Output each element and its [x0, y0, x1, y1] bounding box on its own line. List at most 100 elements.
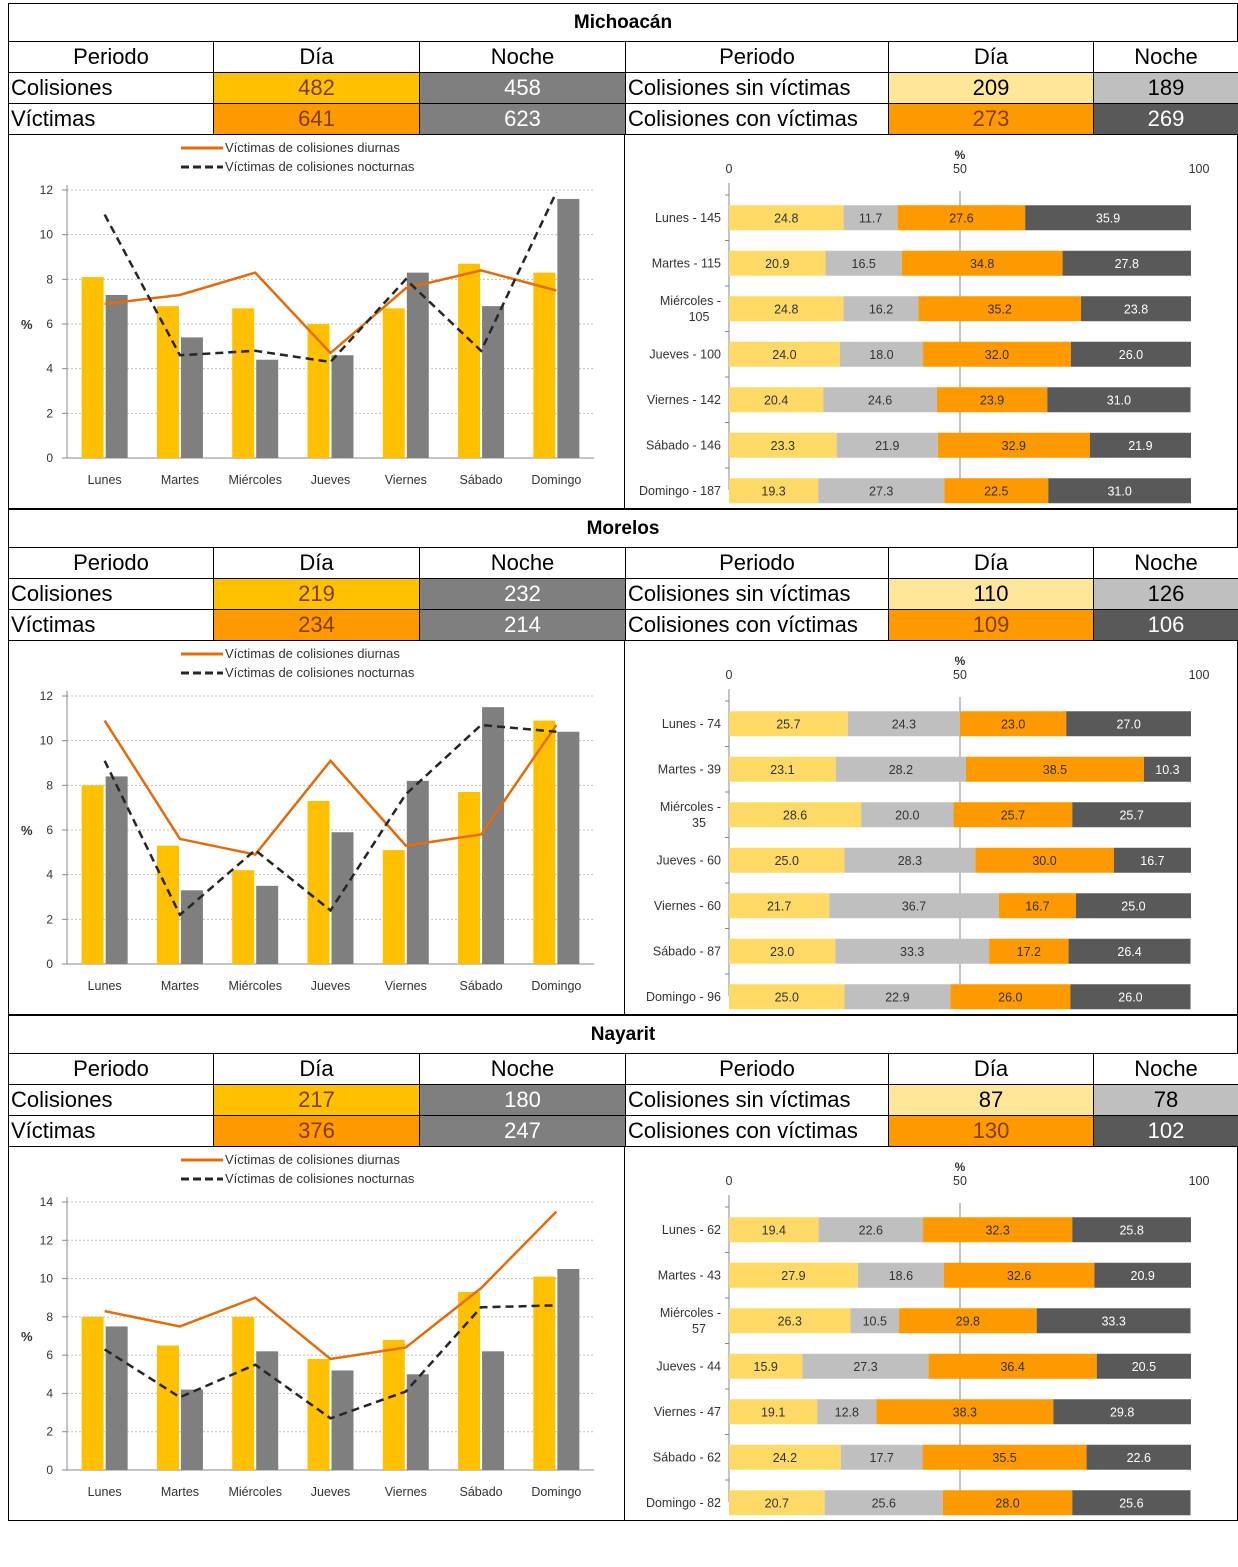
category-label: Martes - 39 [658, 762, 721, 776]
charts-row: Víctimas de colisiones diurnas Víctimas d… [8, 641, 1238, 1015]
segment-con-victimas-dia [928, 1353, 1097, 1379]
segment-value-label: 20.0 [895, 808, 919, 822]
x-tick-label: Martes [161, 979, 199, 993]
segment-con-victimas-dia [923, 341, 1071, 367]
segment-value-label: 24.0 [772, 348, 796, 362]
segment-sin-victimas-dia [729, 1308, 851, 1334]
segment-con-victimas-noche [1072, 1490, 1191, 1516]
segment-con-victimas-noche [1053, 1399, 1191, 1425]
table-row: Colisiones 219 232 Colisiones sin víctimas 1… [8, 578, 1238, 610]
x-tick-label: Martes [161, 473, 199, 487]
column-header: Día [213, 547, 420, 579]
table-cell: 209 [888, 72, 1094, 104]
segment-con-victimas-dia [918, 296, 1082, 322]
bar-noche [180, 1389, 203, 1470]
segment-value-label: 26.4 [1117, 945, 1141, 959]
category-label: Viernes - 142 [647, 393, 721, 407]
x-tick-label: 100 [1189, 162, 1210, 176]
table-cell: 189 [1093, 72, 1238, 104]
column-header: Periodo [8, 41, 214, 73]
segment-sin-victimas-dia [729, 1353, 803, 1379]
stats-table: Periodo Día Noche Periodo Día Noche Colisiones… [8, 41, 1238, 135]
bar-dia [156, 845, 179, 964]
x-tick-label: Lunes [88, 979, 122, 993]
segment-con-victimas-dia [966, 756, 1144, 782]
segment-con-victimas-noche [1047, 387, 1191, 413]
segment-value-label: 28.0 [995, 1496, 1019, 1510]
segment-value-label: 28.6 [783, 808, 807, 822]
segment-value-label: 22.6 [1127, 1451, 1151, 1465]
segment-con-victimas-noche [1075, 893, 1191, 919]
segment-value-label: 23.0 [770, 945, 794, 959]
combo-chart-svg: Víctimas de colisiones diurnas Víctimas d… [21, 1152, 594, 1499]
segment-value-label: 16.5 [852, 257, 876, 271]
segment-value-label: 20.4 [764, 393, 788, 407]
category-label: Sábado - 146 [646, 438, 721, 452]
legend-label-diurnas: Víctimas de colisiones diurnas [225, 1152, 400, 1167]
bar-dia [307, 1358, 330, 1470]
x-tick-label: Miércoles [228, 1485, 282, 1499]
bar-dia [307, 324, 330, 458]
x-tick-label: 100 [1189, 1174, 1210, 1188]
segment-value-label: 20.9 [765, 257, 789, 271]
x-tick-label: 0 [726, 1174, 733, 1188]
segment-sin-victimas-dia [729, 756, 836, 782]
segment-value-label: 21.7 [767, 899, 791, 913]
chart-legend: Víctimas de colisiones diurnas Víctimas d… [181, 646, 415, 680]
segment-con-victimas-noche [1072, 1217, 1191, 1243]
x-tick-label: Miércoles [228, 979, 282, 993]
segment-value-label: 32.9 [1002, 439, 1026, 453]
y-tick-label: 14 [40, 1195, 54, 1209]
legend-label-nocturnas: Víctimas de colisiones nocturnas [225, 665, 415, 680]
combo-chart: Víctimas de colisiones diurnas Víctimas d… [9, 135, 625, 508]
segment-sin-victimas-noche [835, 938, 990, 964]
segment-value-label: 16.7 [1025, 899, 1049, 913]
y-tick-label: 2 [46, 406, 53, 420]
section-title: Morelos [8, 509, 1238, 547]
segment-con-victimas-dia [975, 847, 1114, 873]
legend-label-nocturnas: Víctimas de colisiones nocturnas [225, 1171, 415, 1186]
segment-value-label: 24.6 [868, 393, 892, 407]
segment-sin-victimas-noche [839, 341, 924, 367]
segment-sin-victimas-dia [729, 893, 830, 919]
segment-con-victimas-dia [897, 205, 1026, 231]
column-header: Noche [1093, 41, 1238, 73]
bar-dia [382, 1339, 405, 1470]
table-row: Víctimas 234 214 Colisiones con víctimas 109… [8, 609, 1238, 641]
segment-value-label: 29.8 [1110, 1405, 1134, 1419]
y-tick-label: 2 [46, 912, 53, 926]
chart-legend: Víctimas de colisiones diurnas Víctimas d… [181, 1152, 415, 1186]
bar-noche [557, 198, 580, 458]
segment-sin-victimas-dia [729, 1217, 819, 1243]
table-cell: 78 [1093, 1084, 1238, 1116]
table-cell: 641 [213, 103, 420, 135]
bar-noche [482, 707, 505, 964]
table-cell: 126 [1093, 578, 1238, 610]
category-label: Martes - 115 [652, 256, 721, 270]
segment-con-victimas-dia [989, 938, 1069, 964]
bar-dia [458, 1291, 481, 1470]
segment-con-victimas-noche [1096, 1353, 1191, 1379]
category-label: Lunes - 62 [662, 1223, 721, 1237]
segment-value-label: 22.9 [885, 990, 909, 1004]
segment-sin-victimas-noche [844, 847, 976, 873]
segment-sin-victimas-noche [824, 1490, 943, 1516]
x-tick-label: Sábado [460, 473, 503, 487]
segment-value-label: 10.3 [1155, 763, 1179, 777]
segment-value-label: 24.3 [892, 717, 916, 731]
x-tick-label: Domingo [531, 979, 581, 993]
segment-sin-victimas-noche [857, 1262, 944, 1288]
y-tick-label: 10 [40, 734, 54, 748]
category-label: Domingo - 96 [646, 990, 721, 1004]
segment-con-victimas-noche [1025, 205, 1191, 231]
table-cell: 269 [1093, 103, 1238, 135]
segment-sin-victimas-noche [843, 205, 898, 231]
segment-sin-victimas-noche [850, 1308, 900, 1334]
segment-value-label: 29.8 [956, 1314, 980, 1328]
table-row: Colisiones 217 180 Colisiones sin víctimas 8… [8, 1084, 1238, 1116]
x-tick-label: 50 [953, 162, 967, 176]
segment-sin-victimas-noche [835, 756, 967, 782]
segment-value-label: 33.3 [900, 945, 924, 959]
segment-sin-victimas-dia [729, 387, 824, 413]
segment-sin-victimas-dia [729, 1262, 858, 1288]
